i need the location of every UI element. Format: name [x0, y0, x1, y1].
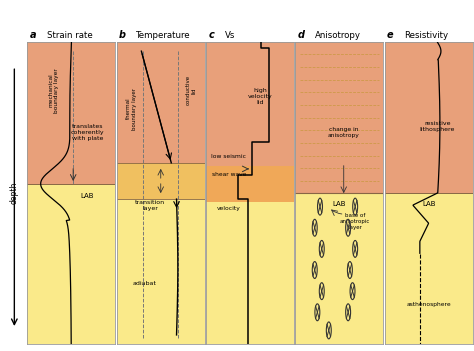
Bar	[385, 193, 473, 344]
Text: base of
anisotropic
layer: base of anisotropic layer	[340, 213, 370, 230]
Text: depth: depth	[10, 182, 19, 204]
Text: a: a	[30, 31, 36, 40]
Bar	[385, 42, 473, 193]
Bar	[206, 187, 294, 344]
Text: thermal
boundary layer: thermal boundary layer	[127, 87, 137, 130]
Text: LAB: LAB	[333, 201, 346, 207]
Text: asthenosphere: asthenosphere	[406, 302, 451, 307]
Text: Resistivity: Resistivity	[404, 31, 448, 40]
Bar	[27, 184, 115, 344]
Text: translates
coherently
with plate: translates coherently with plate	[71, 124, 104, 141]
Text: transition
layer: transition layer	[135, 200, 165, 211]
Bar	[295, 42, 383, 193]
Text: e: e	[387, 31, 394, 40]
Bar	[206, 42, 294, 187]
Bar	[117, 163, 205, 344]
Bar	[206, 166, 294, 202]
Text: low seismic: low seismic	[211, 154, 246, 159]
Text: mechanical
boundary layer: mechanical boundary layer	[48, 68, 59, 113]
Text: resistive
lithosphere: resistive lithosphere	[420, 121, 455, 132]
Bar	[295, 193, 383, 344]
Text: LAB: LAB	[81, 193, 94, 199]
Bar	[27, 42, 115, 184]
Text: LAB: LAB	[422, 201, 436, 207]
Text: Anisotropy: Anisotropy	[315, 31, 361, 40]
Text: velocity: velocity	[217, 206, 241, 211]
Text: high
velocity
lid: high velocity lid	[248, 88, 273, 105]
Text: d: d	[298, 31, 305, 40]
Text: adiabat: adiabat	[133, 281, 157, 286]
Text: Strain rate: Strain rate	[47, 31, 92, 40]
Text: b: b	[119, 31, 126, 40]
Text: shear wave: shear wave	[212, 172, 246, 178]
Bar	[117, 163, 205, 199]
Text: Vs: Vs	[226, 31, 236, 40]
Text: change in
anisotropy: change in anisotropy	[328, 127, 360, 138]
Text: conductive
lid: conductive lid	[186, 75, 197, 106]
Bar	[117, 42, 205, 163]
Text: c: c	[209, 31, 214, 40]
Text: Temperature: Temperature	[136, 31, 191, 40]
